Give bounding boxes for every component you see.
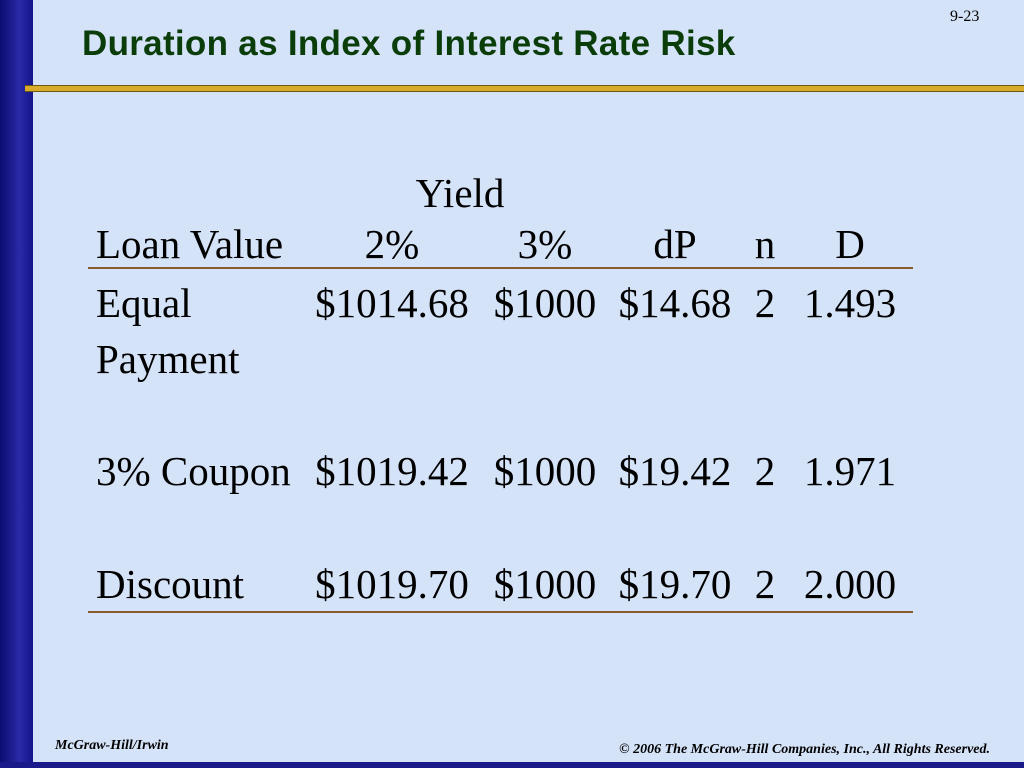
column-header: D [835, 221, 865, 267]
table-cell: $1000 [493, 561, 597, 607]
title-rule [25, 85, 1024, 92]
column-header: Loan Value [96, 221, 284, 267]
table-cell: $1019.42 [315, 448, 469, 494]
table-cell: $19.42 [618, 448, 732, 494]
table-cell: $14.68 [618, 280, 732, 326]
column-header: n [754, 221, 776, 267]
table-cell: $1019.70 [315, 561, 469, 607]
table-cell: 1.971 [803, 448, 897, 494]
sidebar [0, 0, 33, 768]
column-header: dP [653, 221, 697, 267]
table-cell: 3% Coupon [96, 448, 291, 494]
table-rule [88, 611, 913, 613]
table-cell: Discount [96, 561, 245, 607]
footer-right: © 2006 The McGraw-Hill Companies, Inc., … [619, 742, 990, 757]
slide-number: 9-23 [950, 8, 980, 25]
table-cell: Equal Payment [96, 280, 240, 382]
table-cell: $1014.68 [315, 280, 469, 326]
group-header: Yield [415, 170, 505, 216]
table-cell: $19.70 [618, 561, 732, 607]
column-header: 3% [517, 221, 573, 267]
table-cell: $1000 [493, 280, 597, 326]
slide-title: Duration as Index of Interest Rate Risk [82, 24, 736, 63]
table-cell: 2.000 [803, 561, 897, 607]
footer-left: McGraw-Hill/Irwin [55, 738, 169, 753]
table-cell: 1.493 [803, 280, 897, 326]
table-rule [88, 267, 913, 269]
table-cell: $1000 [493, 448, 597, 494]
table-cell: 2 [754, 448, 776, 494]
bottom-bar [0, 762, 1024, 768]
table-cell: 2 [754, 280, 776, 326]
column-header: 2% [364, 221, 420, 267]
table-cell: 2 [754, 561, 776, 607]
